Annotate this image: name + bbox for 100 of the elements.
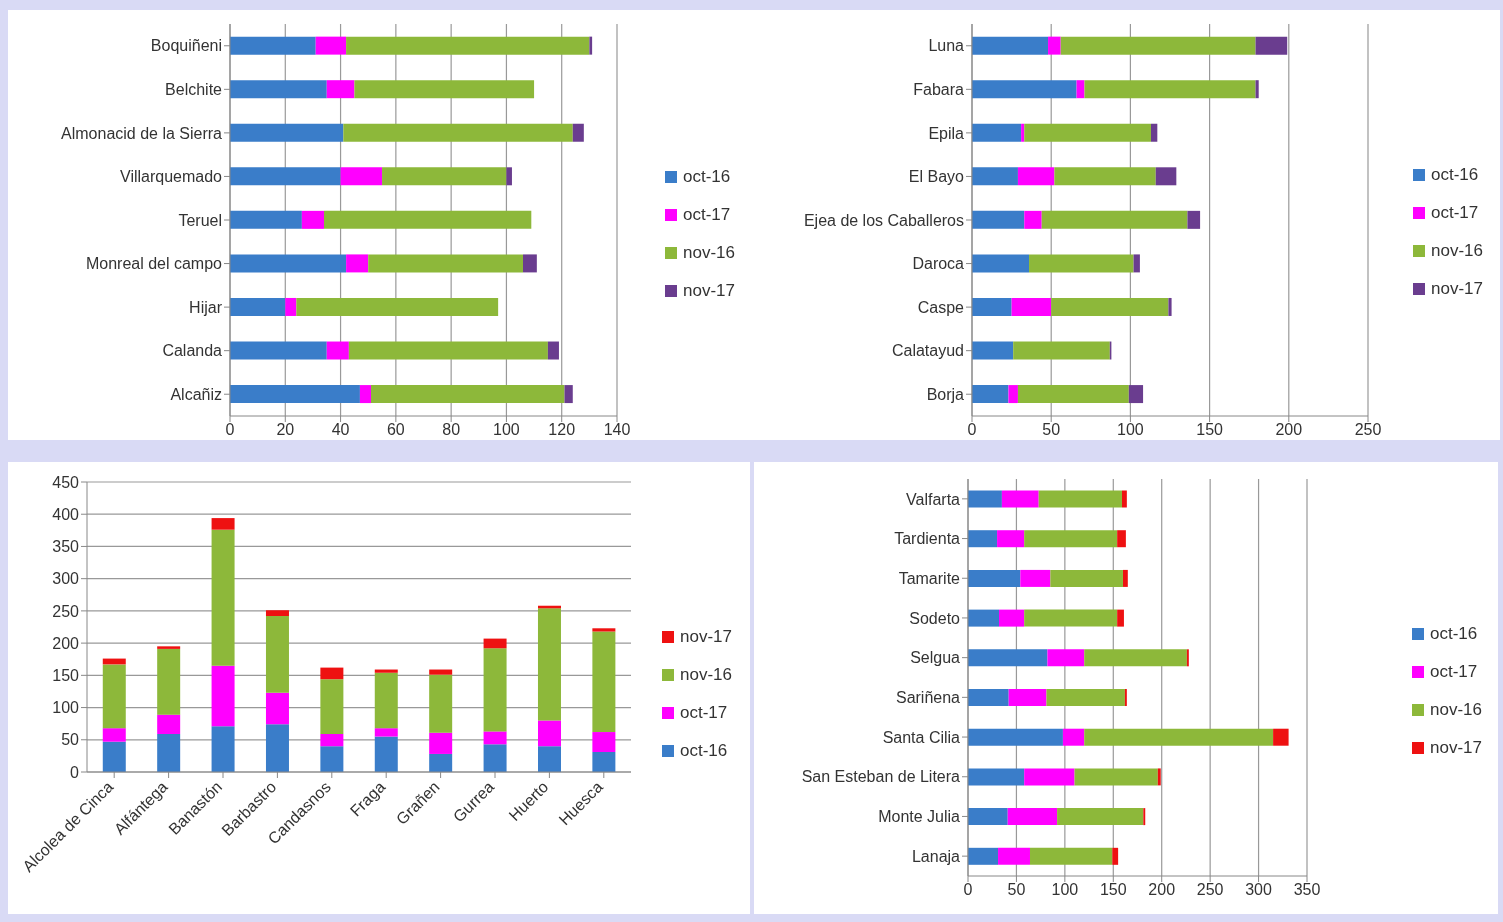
bar — [592, 752, 616, 772]
bar — [157, 733, 181, 772]
bar — [537, 720, 561, 747]
bar — [1024, 609, 1118, 627]
bar — [523, 254, 537, 273]
bar — [592, 628, 616, 632]
x-tick-label: 100 — [1117, 421, 1144, 439]
bar — [1048, 36, 1061, 55]
bar — [230, 385, 360, 404]
x-tick-label: 40 — [331, 421, 350, 439]
bar — [211, 518, 235, 530]
bar — [1062, 728, 1085, 746]
x-tick-label: 200 — [1275, 421, 1303, 439]
legend-label: oct-16 — [1431, 165, 1479, 185]
bar — [346, 254, 369, 273]
bar — [230, 341, 327, 360]
y-tick-label: Sodeto — [909, 609, 961, 627]
bar — [547, 341, 559, 360]
y-tick-label: Alcañiz — [170, 385, 222, 403]
bar — [320, 667, 344, 680]
x-tick-label: 250 — [1354, 421, 1382, 439]
bar — [265, 610, 289, 617]
bar — [382, 167, 507, 186]
bar — [323, 210, 532, 229]
bar — [1187, 210, 1201, 229]
bar — [1060, 36, 1256, 55]
bar — [370, 385, 565, 404]
legend-label: nov-16 — [680, 665, 732, 685]
bar — [429, 753, 453, 772]
y-tick-label: Villarquemado — [120, 168, 223, 186]
bar — [968, 689, 1009, 707]
y-tick-label: Monreal del campo — [85, 255, 223, 273]
bar — [102, 741, 126, 772]
bar — [296, 297, 499, 316]
bar — [1013, 341, 1110, 360]
bar — [972, 341, 1014, 360]
legend-label: oct-17 — [1430, 662, 1478, 682]
bar — [301, 210, 324, 229]
bar — [211, 529, 235, 666]
bar — [320, 679, 344, 734]
bar — [285, 297, 297, 316]
bar — [1255, 36, 1288, 55]
legend-label: nov-16 — [683, 243, 735, 263]
bar — [1020, 569, 1051, 587]
bar — [972, 80, 1077, 99]
bar — [230, 297, 286, 316]
bar — [968, 847, 999, 865]
bar — [265, 724, 289, 772]
bar — [374, 728, 398, 737]
bar — [1024, 123, 1151, 142]
bar — [972, 385, 1009, 404]
legend-label: nov-17 — [680, 627, 732, 647]
x-tick-label: 80 — [442, 421, 461, 439]
bar — [968, 530, 998, 548]
bar — [1008, 385, 1018, 404]
bar — [1011, 297, 1052, 316]
legend-label: oct-17 — [680, 703, 728, 723]
bar — [374, 672, 398, 729]
bar — [429, 674, 453, 733]
bar — [1084, 728, 1274, 746]
y-tick-label: 200 — [52, 634, 80, 652]
bar — [1047, 649, 1085, 667]
bar — [1029, 847, 1113, 865]
bar — [1122, 490, 1127, 508]
y-tick-label: Monte Julia — [878, 808, 961, 826]
bar — [1029, 254, 1134, 273]
bar — [157, 646, 181, 649]
bar — [968, 490, 1002, 508]
bar — [230, 36, 316, 55]
bar — [343, 123, 573, 142]
x-tick-label: 250 — [1196, 881, 1224, 899]
bar — [1017, 385, 1129, 404]
bar — [1051, 297, 1169, 316]
bar — [1155, 167, 1177, 186]
legend-label: oct-16 — [1430, 624, 1478, 644]
bar — [537, 608, 561, 721]
bar — [968, 808, 1008, 826]
y-tick-label: Valfarta — [906, 490, 961, 508]
bar — [102, 664, 126, 729]
x-tick-label: 200 — [1148, 881, 1176, 899]
bar — [429, 669, 453, 675]
bar — [230, 254, 347, 273]
y-tick-label: Calatayud — [891, 342, 964, 360]
bar — [1017, 167, 1055, 186]
y-tick-label: Caspe — [917, 298, 965, 316]
legend-label: nov-17 — [683, 281, 735, 301]
bar — [968, 728, 1063, 746]
bar — [230, 167, 341, 186]
y-tick-label: Selgua — [910, 649, 961, 667]
y-tick-label: Sariñena — [895, 689, 961, 707]
bar — [1046, 689, 1125, 707]
y-tick-label: Almonacid de la Sierra — [61, 124, 223, 142]
bar — [315, 36, 347, 55]
bar — [265, 692, 289, 725]
bar — [265, 616, 289, 693]
bar — [1157, 768, 1161, 786]
bar — [1074, 768, 1158, 786]
bar — [1024, 768, 1075, 786]
bar — [1008, 689, 1047, 707]
bar — [211, 726, 235, 772]
